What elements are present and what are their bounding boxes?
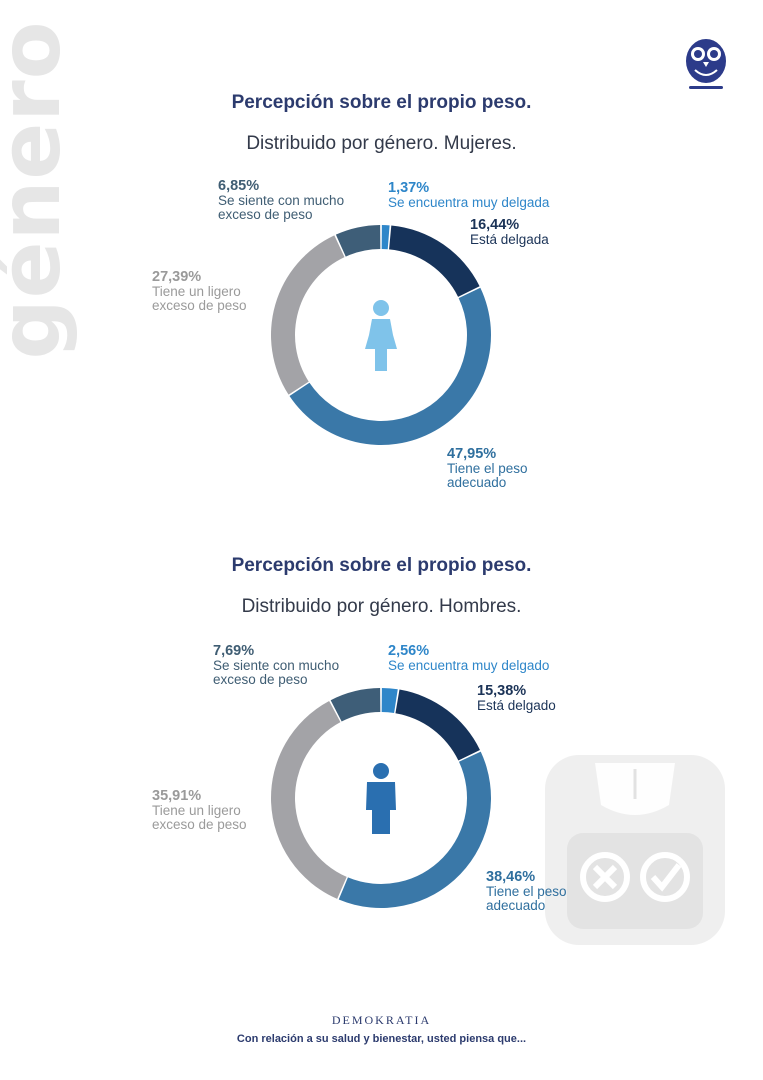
women-label-muy-delgada: 1,37% Se encuentra muy delgada xyxy=(388,180,550,210)
slice-ligero-exceso xyxy=(271,700,347,899)
women-donut-chart: 1,37% Se encuentra muy delgada 16,44% Es… xyxy=(0,170,763,500)
slice-muy-delgada xyxy=(381,225,390,250)
scale-icon xyxy=(545,755,725,945)
slice-mucho-exceso xyxy=(335,225,381,257)
footer-caption: Con relación a su salud y bienestar, ust… xyxy=(236,1033,527,1045)
chart-1-subtitle: Distribuido por género. Mujeres. xyxy=(246,133,517,154)
man-icon xyxy=(366,763,396,834)
slice-muy-delgada xyxy=(381,688,398,714)
men-donut-slices xyxy=(271,688,491,908)
footer-brand: DEMOKRATIA xyxy=(331,1013,432,1027)
men-label-muy-delgado: 2,56% Se encuentra muy delgado xyxy=(388,643,550,673)
men-label-adecuado: 38,46% Tiene el peso adecuado xyxy=(486,869,567,913)
men-donut-chart: 2,56% Se encuentra muy delgado 15,38% Es… xyxy=(0,633,763,963)
slice-adecuado xyxy=(289,287,491,445)
woman-icon xyxy=(365,300,397,371)
women-donut-slices xyxy=(271,225,491,445)
women-label-adecuado: 47,95% Tiene el peso adecuado xyxy=(447,446,528,490)
slice-ligero-exceso xyxy=(271,235,345,395)
owl-logo-icon xyxy=(686,39,726,89)
slice-adecuado xyxy=(338,751,491,908)
slice-mucho-exceso xyxy=(330,688,381,722)
men-donut-svg xyxy=(271,688,491,908)
chart-1-title: Percepción sobre el propio peso. xyxy=(231,92,532,113)
slice-delgada xyxy=(395,689,480,761)
chart-2-title: Percepción sobre el propio peso. xyxy=(231,555,532,576)
chart-2-subtitle: Distribuido por género. Hombres. xyxy=(241,596,522,617)
women-donut-svg xyxy=(271,225,491,445)
men-label-mucho-exceso: 7,69% Se siente con mucho exceso de peso xyxy=(213,643,340,687)
women-label-ligero-exceso: 27,39% Tiene un ligero exceso de peso xyxy=(152,269,247,313)
women-label-delgada: 16,44% Está delgada xyxy=(470,217,549,247)
women-label-mucho-exceso: 6,85% Se siente con mucho exceso de peso xyxy=(218,178,345,222)
men-label-ligero-exceso: 35,91% Tiene un ligero exceso de peso xyxy=(152,788,247,832)
men-label-delgado: 15,38% Está delgado xyxy=(477,683,556,713)
slice-delgada xyxy=(389,225,480,297)
